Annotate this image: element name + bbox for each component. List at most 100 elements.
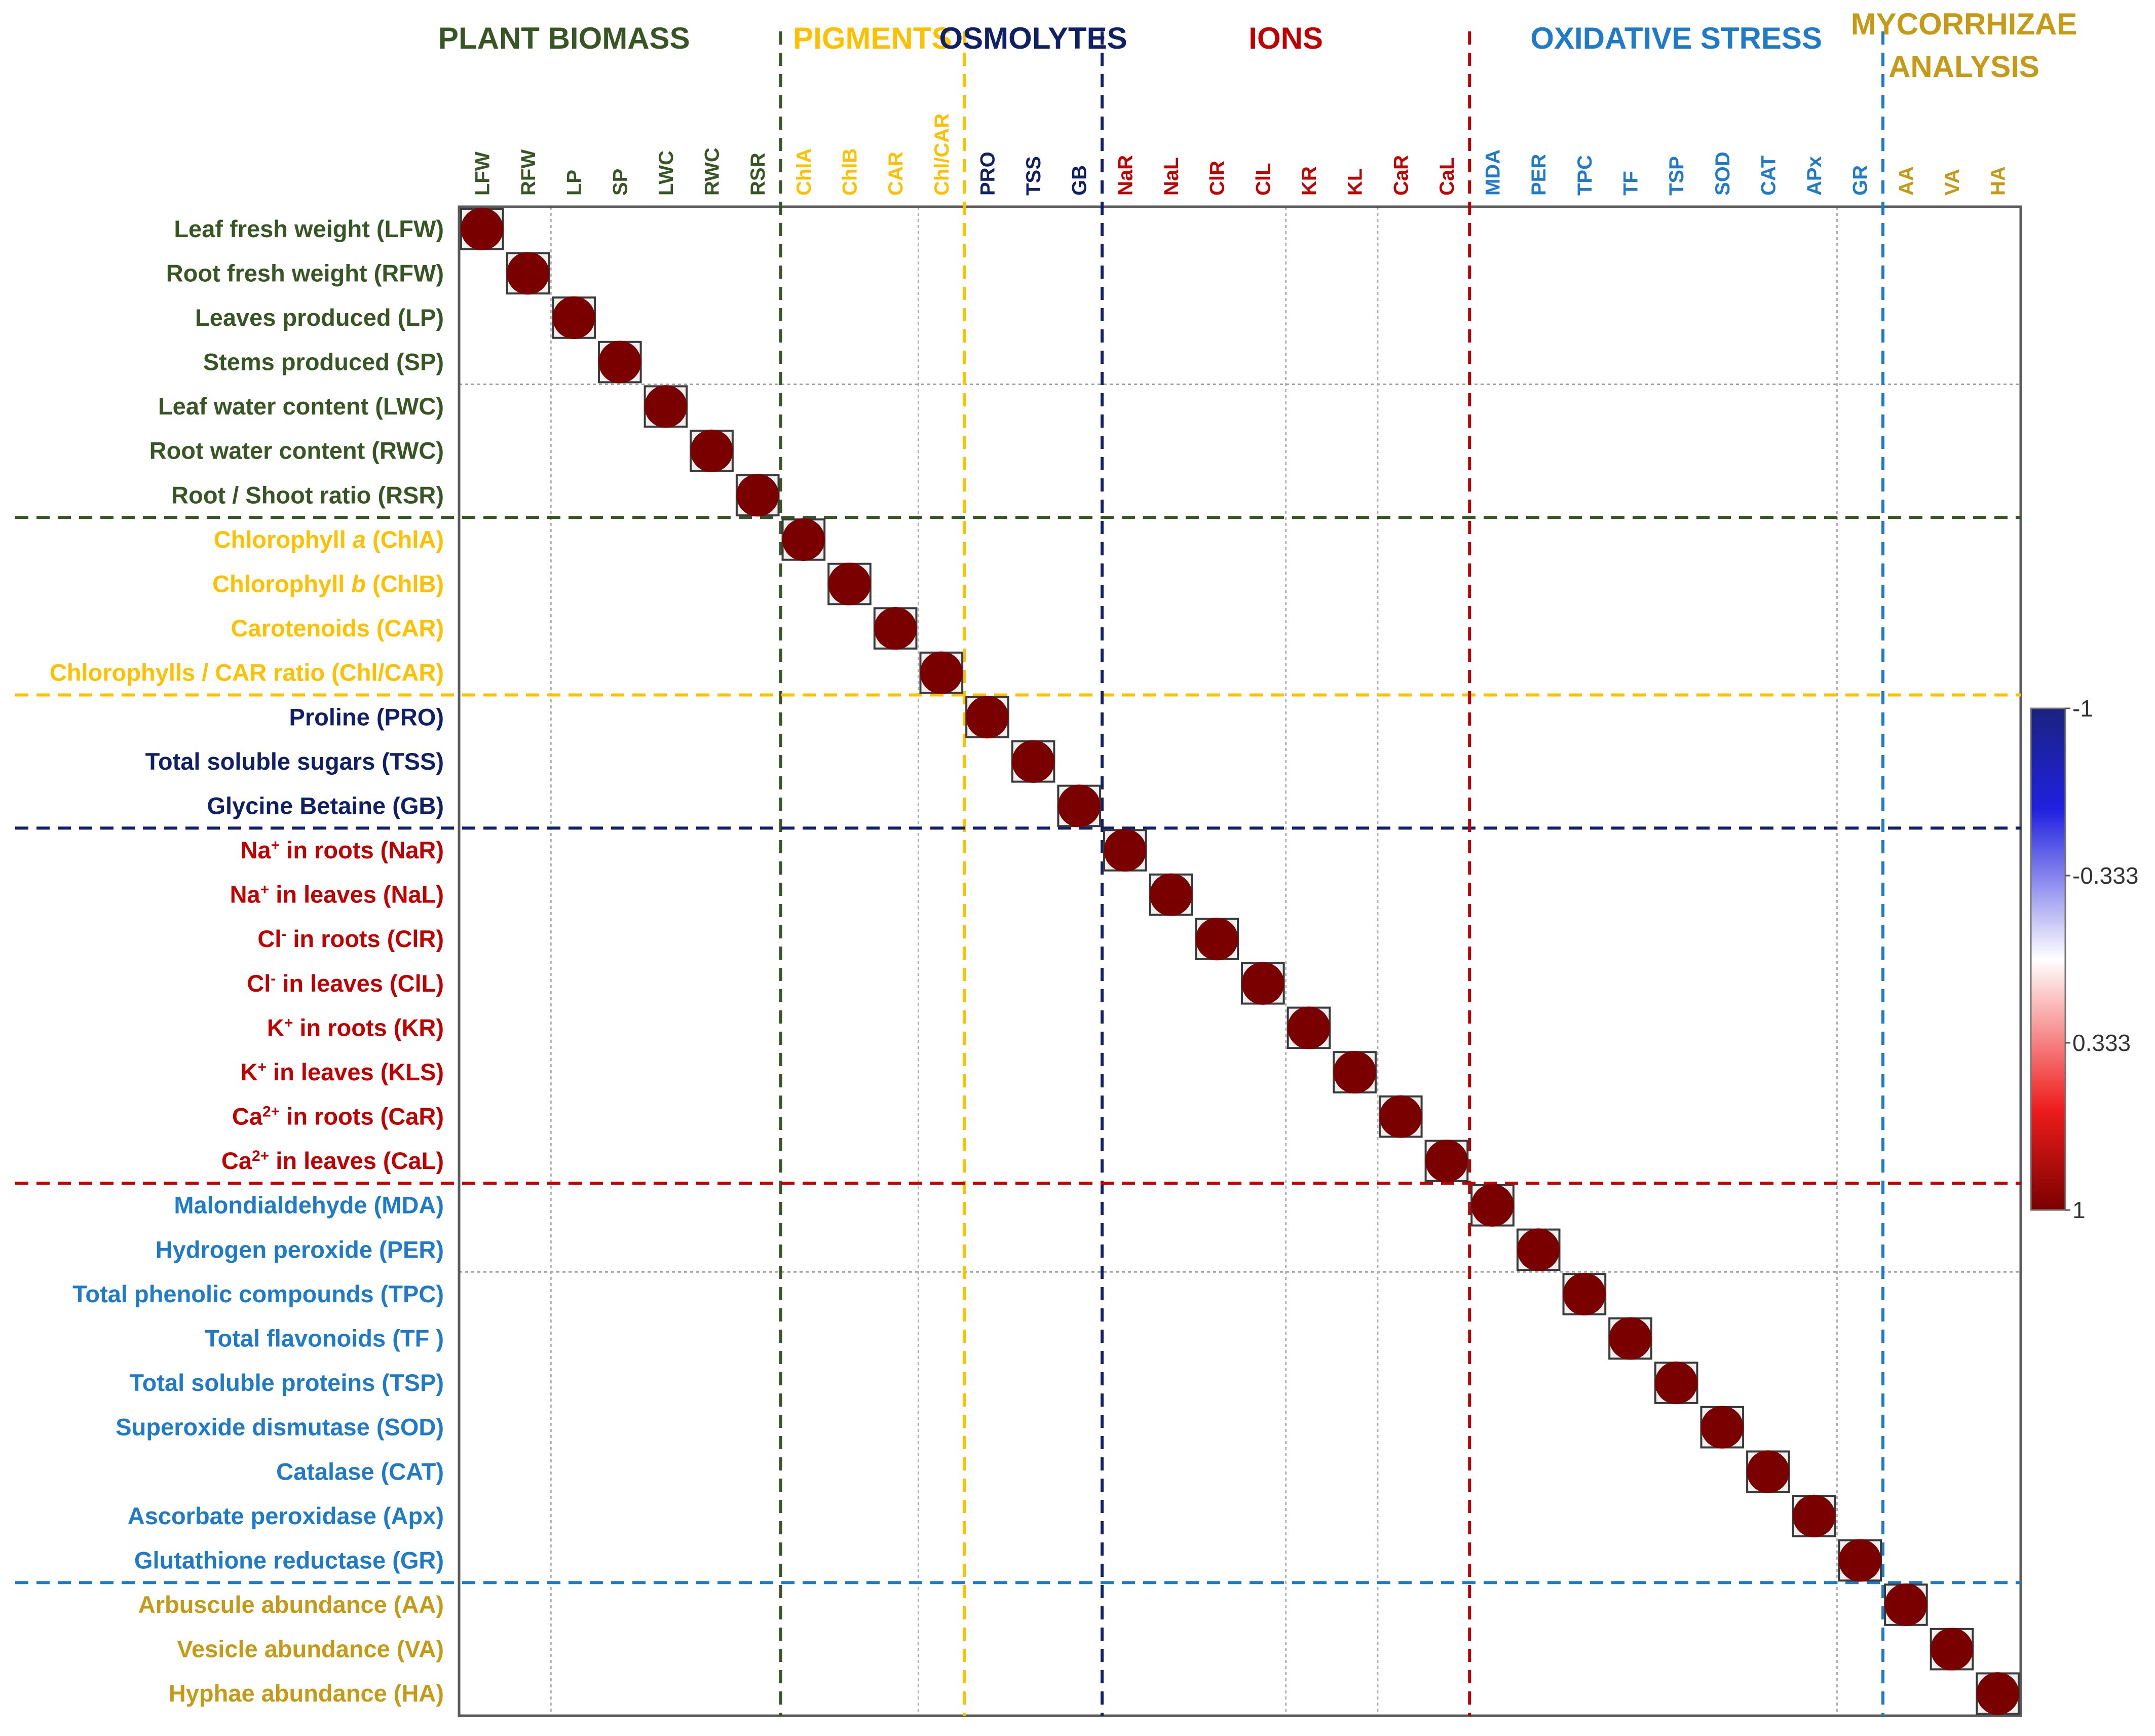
column-label-RSR: RSR: [747, 153, 769, 196]
row-label-NaR: Na+ in roots (NaR): [241, 837, 444, 863]
row-label-HA: Hyphae abundance (HA): [169, 1680, 444, 1707]
row-label-ChlB: Chlorophyll b (ChlB): [212, 571, 444, 597]
row-label-part: in leaves (NaL): [269, 881, 444, 908]
column-label-LFW: LFW: [471, 152, 494, 196]
row-label-part: Arbuscule abundance (AA): [138, 1591, 444, 1618]
cell-GR-GR: [1838, 1539, 1881, 1582]
cell-PER-PER: [1517, 1228, 1560, 1271]
group-title-ions: IONS: [1249, 21, 1323, 55]
row-label-part: +: [271, 837, 280, 854]
cell-TSP-TSP: [1655, 1362, 1698, 1405]
row-label-TF: Total flavonoids (TF ): [205, 1325, 444, 1352]
row-label-ClL: Cl- in leaves (ClL): [247, 970, 444, 997]
column-label-GB: GB: [1069, 165, 1091, 196]
row-label-part: Cl: [247, 970, 271, 997]
cell-PRO-PRO: [966, 696, 1009, 739]
row-label-GR: Glutathione reductase (GR): [134, 1546, 444, 1573]
row-label-part: Chlorophylls / CAR ratio (Chl/CAR): [50, 659, 444, 686]
row-label-part: Leaves produced (LP): [195, 304, 444, 331]
group-title-oxidative-stress: OXIDATIVE STRESS: [1530, 21, 1822, 55]
row-label-PER: Hydrogen peroxide (PER): [156, 1236, 444, 1263]
colorbar: [2030, 707, 2066, 1211]
column-label-KL: KL: [1344, 169, 1367, 196]
row-label-MDA: Malondialdehyde (MDA): [174, 1192, 444, 1219]
cell-SP-SP: [598, 341, 641, 384]
row-label-part: a: [353, 526, 366, 553]
cell-APx-APx: [1793, 1494, 1836, 1537]
cell-LP-LP: [552, 296, 595, 339]
row-label-part: Total soluble sugars (TSS): [145, 748, 444, 775]
column-label-NaL: NaL: [1160, 157, 1183, 196]
cell-TPC-TPC: [1563, 1272, 1606, 1315]
row-label-part: Na: [230, 881, 261, 908]
column-label-RFW: RFW: [517, 149, 540, 196]
row-label-part: in roots (ClR): [286, 925, 444, 952]
column-label-TF: TF: [1620, 171, 1642, 196]
cell-TSS-TSS: [1012, 740, 1055, 783]
column-label-APx: APx: [1803, 156, 1826, 196]
row-labels-layer: Leaf fresh weight (LFW) Root fresh weight…: [50, 215, 444, 1707]
column-label-HA: HA: [1987, 166, 2010, 196]
column-labels-layer: LFW RFW LP SP LWC RWC RSR ChlA ChlB CAR Chl/CAR PRO…: [471, 114, 2009, 196]
column-label-AA: AA: [1895, 166, 1917, 196]
row-label-part: (ChlB): [366, 571, 444, 597]
row-label-part: Superoxide dismutase (SOD): [116, 1414, 444, 1441]
row-label-part: +: [284, 1014, 293, 1031]
colorbar-tick-label: 0.333: [2072, 1030, 2131, 1056]
row-label-part: in roots (CaR): [280, 1103, 444, 1130]
row-label-SP: Stems produced (SP): [203, 349, 444, 375]
column-label-LP: LP: [563, 170, 586, 196]
row-label-CaL: Ca2+ in leaves (CaL): [221, 1147, 444, 1174]
row-label-part: Na: [241, 837, 272, 863]
column-label-ClR: ClR: [1206, 161, 1229, 196]
row-label-part: +: [260, 881, 270, 898]
row-label-part: Ca: [232, 1103, 263, 1130]
row-label-part: Hyphae abundance (HA): [169, 1680, 444, 1707]
cell-AA-AA: [1884, 1583, 1927, 1627]
row-label-part: Catalase (CAT): [276, 1458, 444, 1485]
row-label-part: Root fresh weight (RFW): [166, 259, 444, 286]
row-label-part: Proline (PRO): [289, 703, 444, 730]
colorbar-tick-label: 1: [2072, 1197, 2086, 1223]
column-label-LWC: LWC: [655, 150, 677, 196]
cell-TF-TF: [1609, 1317, 1652, 1360]
cell-CAR-CAR: [874, 607, 917, 650]
column-label-SOD: SOD: [1712, 152, 1734, 196]
colorbar-layer: -1 -0.333 0.333 1: [2030, 695, 2138, 1223]
column-label-MDA: MDA: [1482, 149, 1504, 196]
row-label-part: in leaves (CaL): [269, 1147, 444, 1174]
cell-ChlA-ChlA: [782, 518, 825, 561]
row-label-GB: Glycine Betaine (GB): [207, 792, 444, 819]
column-label-GR: GR: [1849, 165, 1872, 196]
row-label-part: Glutathione reductase (GR): [134, 1546, 444, 1573]
row-label-part: Root / Shoot ratio (RSR): [171, 481, 444, 508]
row-label-part: 2+: [262, 1103, 280, 1120]
cell-MDA-MDA: [1471, 1184, 1514, 1227]
cell-RSR-RSR: [736, 474, 779, 517]
cell-NaR-NaR: [1104, 828, 1147, 872]
column-label-CAT: CAT: [1757, 156, 1780, 196]
row-label-part: Stems produced (SP): [203, 349, 444, 375]
column-label-TSS: TSS: [1023, 156, 1045, 196]
column-label-ChlB: ChlB: [839, 148, 861, 196]
row-label-part: -: [281, 926, 286, 942]
row-label-ChlA: Chlorophyll a (ChlA): [214, 526, 444, 553]
row-label-SOD: Superoxide dismutase (SOD): [116, 1414, 444, 1441]
row-label-part: Cl: [257, 925, 281, 952]
row-label-part: Total flavonoids (TF ): [205, 1325, 444, 1352]
row-label-ClR: Cl- in roots (ClR): [257, 925, 444, 952]
row-label-RWC: Root water content (RWC): [149, 437, 444, 464]
column-label-NaR: NaR: [1114, 155, 1137, 196]
row-label-part: in leaves (ClL): [276, 970, 444, 997]
colorbar-tick-label: -1: [2072, 695, 2093, 722]
cell-HA-HA: [1976, 1672, 2019, 1715]
cell-NaL-NaL: [1149, 873, 1193, 916]
row-label-part: b: [351, 571, 366, 597]
row-label-APx: Ascorbate peroxidase (Apx): [128, 1502, 444, 1529]
row-label-TPC: Total phenolic compounds (TPC): [72, 1280, 444, 1307]
row-label-Chl-CAR: Chlorophylls / CAR ratio (Chl/CAR): [50, 659, 444, 686]
row-label-part: Chlorophyll: [212, 571, 351, 597]
row-label-VA: Vesicle abundance (VA): [177, 1636, 444, 1663]
matrix-frame: [458, 205, 2022, 1717]
